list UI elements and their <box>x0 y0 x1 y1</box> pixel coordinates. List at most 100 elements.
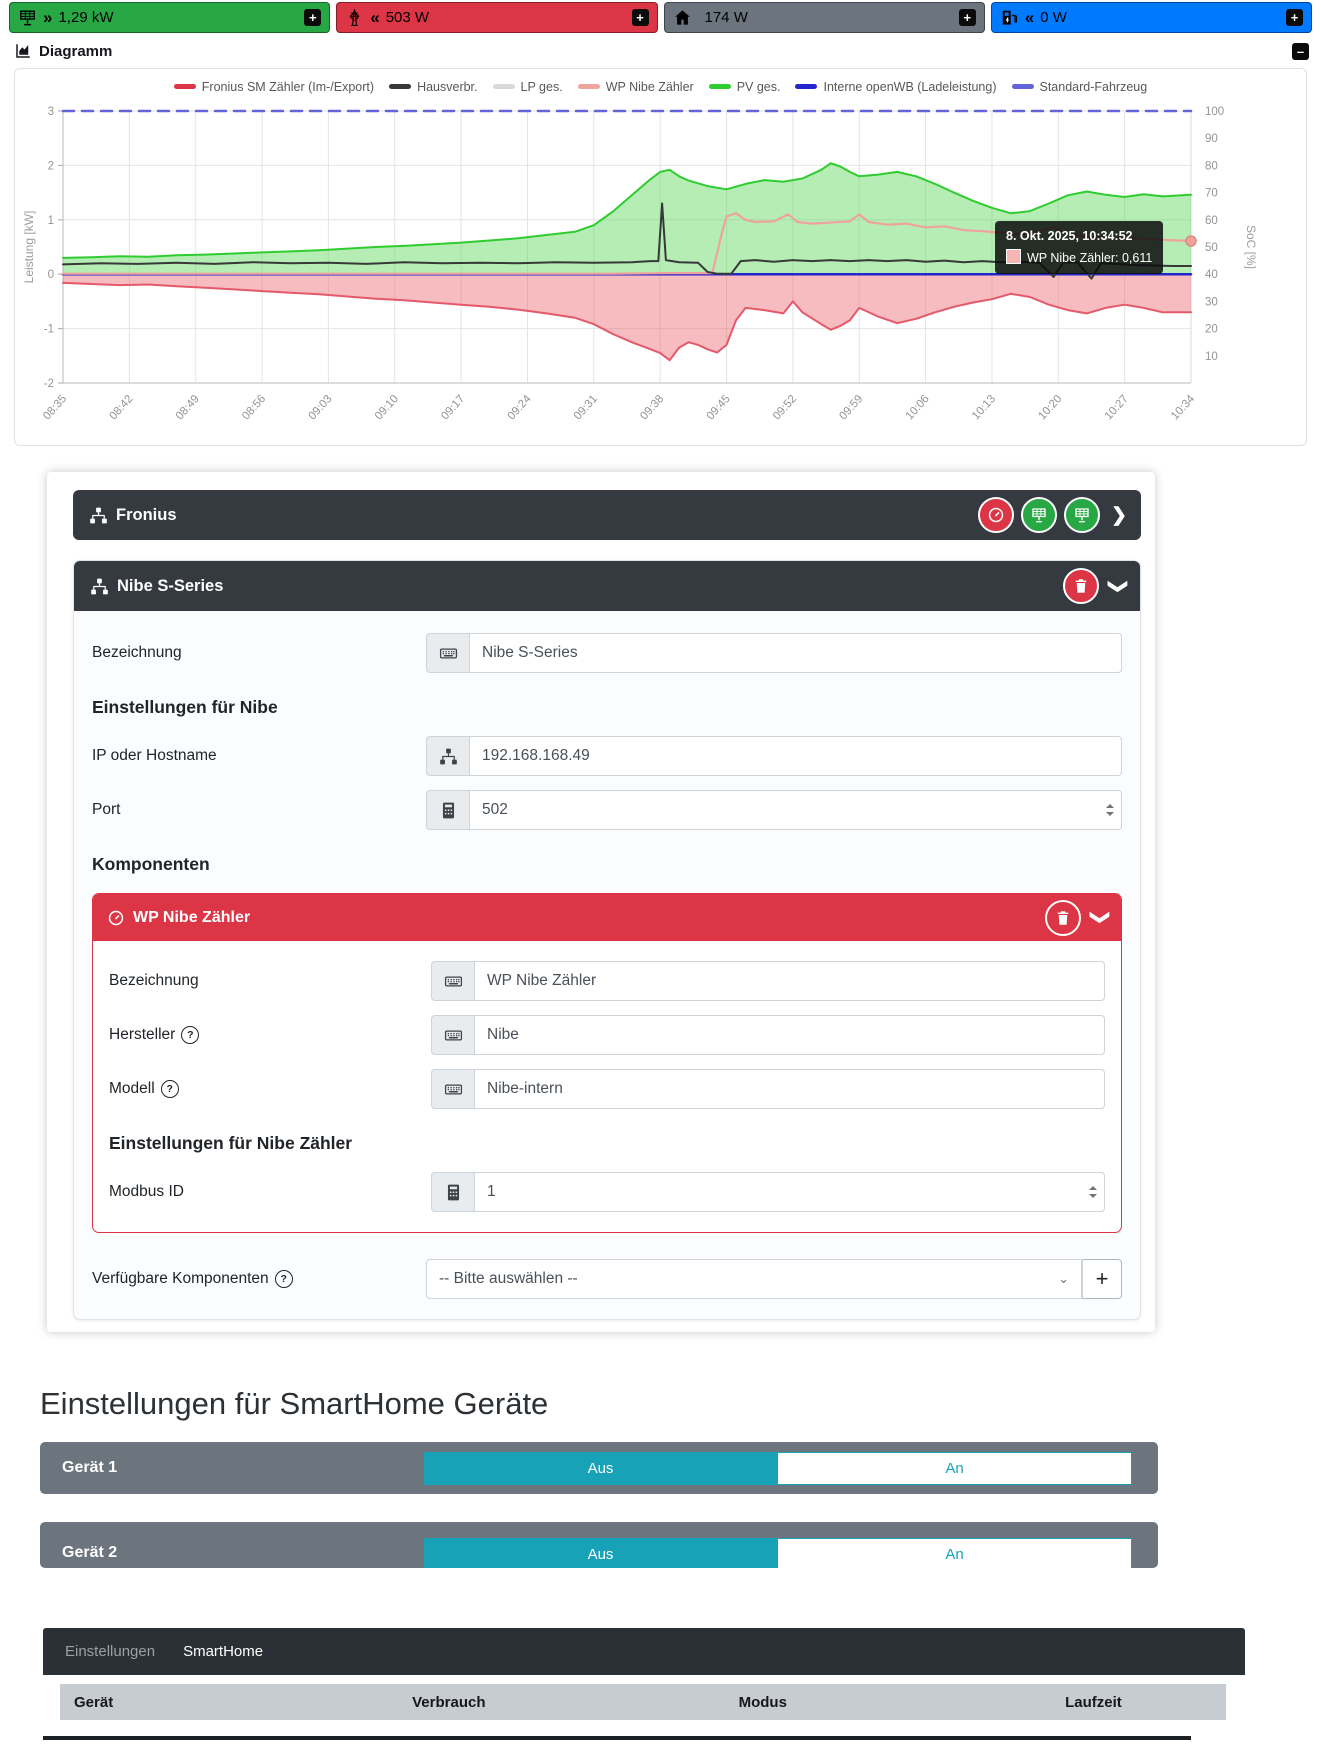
hersteller-input[interactable] <box>474 1015 1105 1055</box>
flow-arrows: » <box>43 7 53 27</box>
fronius-device-header[interactable]: Fronius ❯ <box>73 490 1141 540</box>
device-settings-card: Fronius ❯ Nibe S-Series ❯ <box>47 472 1155 1332</box>
toggle-on-button[interactable]: An <box>777 1538 1132 1568</box>
svg-text:09:03: 09:03 <box>306 393 334 422</box>
pv-power-box[interactable]: » 1,29 kW + <box>9 2 331 33</box>
select-value: -- Bitte auswählen -- <box>439 1270 578 1287</box>
keyboard-icon <box>431 1069 474 1109</box>
expand-button[interactable]: + <box>631 9 649 26</box>
help-icon[interactable]: ? <box>181 1026 200 1044</box>
delete-component-button[interactable] <box>1045 899 1082 936</box>
power-soc-chart: 08:35 08:42 08:49 08:56 09:03 09:10 09:17 09:24… <box>22 106 1258 423</box>
collapse-button[interactable]: – <box>1292 42 1309 60</box>
smarthome-heading: Einstellungen für SmartHome Geräte <box>40 1386 549 1421</box>
port-label: Port <box>92 801 121 818</box>
svg-text:30: 30 <box>1205 296 1218 308</box>
svg-text:3: 3 <box>48 106 54 118</box>
wp-nibe-component-card: WP Nibe Zähler ❯ Bezeichnung <box>92 893 1122 1233</box>
grid-tower-icon <box>345 8 364 27</box>
svg-text:09:10: 09:10 <box>373 393 401 422</box>
svg-text:70: 70 <box>1205 188 1218 200</box>
modbus-id-input[interactable] <box>474 1172 1105 1212</box>
add-component-button[interactable]: + <box>1082 1259 1122 1299</box>
tab-smarthome[interactable]: SmartHome <box>183 1643 264 1660</box>
component-name-input[interactable] <box>474 961 1105 1001</box>
ip-label: IP oder Hostname <box>92 747 217 764</box>
delete-device-button[interactable] <box>1063 568 1100 604</box>
modell-row: Modell? <box>109 1069 1105 1109</box>
nibe-device-header[interactable]: Nibe S-Series ❯ <box>74 561 1140 611</box>
help-icon[interactable]: ? <box>274 1270 293 1288</box>
nibe-device-card: Nibe S-Series ❯ Bezeichnung Einstellunge… <box>73 560 1141 1320</box>
svg-text:09:52: 09:52 <box>771 393 799 422</box>
svg-text:10: 10 <box>1205 351 1218 363</box>
expand-button[interactable]: + <box>304 9 322 26</box>
chevron-right-icon[interactable]: ❯ <box>1111 504 1127 526</box>
solar-panel-button[interactable] <box>1021 497 1058 533</box>
pv-power-value: 1,29 kW <box>58 9 114 26</box>
toggle-off-button[interactable]: Aus <box>424 1538 777 1568</box>
tab-einstellungen[interactable]: Einstellungen <box>65 1643 156 1660</box>
svg-text:60: 60 <box>1205 215 1218 227</box>
house-power-box[interactable]: 174 W + <box>663 2 985 33</box>
svg-text:08:42: 08:42 <box>107 393 135 422</box>
available-components-row: Verfügbare Komponenten? -- Bitte auswähl… <box>92 1259 1122 1299</box>
svg-text:90: 90 <box>1205 133 1218 145</box>
legend-item[interactable]: LP ges. <box>492 80 563 94</box>
svg-text:1: 1 <box>48 215 54 227</box>
solar-panel-button[interactable] <box>1064 497 1101 533</box>
toggle-on-button[interactable]: An <box>777 1452 1132 1485</box>
gauge-button[interactable] <box>978 497 1015 533</box>
toggle-off-button[interactable]: Aus <box>424 1452 777 1485</box>
legend-item[interactable]: Interne openWB (Ladeleistung) <box>795 80 997 94</box>
modbus-label: Modbus ID <box>109 1183 184 1200</box>
legend-item[interactable]: Standard-Fahrzeug <box>1011 80 1147 94</box>
svg-text:Leistung [kW]: Leistung [kW] <box>22 211 36 284</box>
legend-item[interactable]: Fronius SM Zähler (Im-/Export) <box>173 80 374 94</box>
legend-item[interactable]: WP Nibe Zähler <box>577 80 694 94</box>
modell-label: Modell <box>109 1080 155 1097</box>
legend-item[interactable]: Hausverbr. <box>389 80 478 94</box>
col-geraet: Gerät <box>74 1693 114 1711</box>
grid-power-box[interactable]: « 503 W + <box>336 2 658 33</box>
hersteller-row: Hersteller? <box>109 1015 1105 1055</box>
help-icon[interactable]: ? <box>160 1080 179 1098</box>
expand-button[interactable]: + <box>1286 9 1303 26</box>
component-header[interactable]: WP Nibe Zähler ❯ <box>93 894 1121 941</box>
available-components-select[interactable]: -- Bitte auswählen -- ⌄ <box>426 1259 1082 1299</box>
port-input[interactable] <box>469 790 1122 830</box>
port-row: Port <box>92 790 1122 830</box>
svg-text:10:20: 10:20 <box>1036 393 1064 422</box>
number-stepper[interactable] <box>1106 804 1114 816</box>
chevron-down-icon: ⌄ <box>1058 1271 1069 1286</box>
komponenten-heading: Komponenten <box>92 854 210 874</box>
keyboard-icon <box>431 1015 474 1055</box>
sitemap-icon <box>426 736 469 776</box>
nibe-settings-heading: Einstellungen für Nibe <box>92 697 278 717</box>
nibe-title: Nibe S-Series <box>117 576 224 595</box>
device-toggle: Aus An <box>424 1452 1132 1485</box>
svg-text:0: 0 <box>48 269 54 281</box>
ip-hostname-input[interactable] <box>469 736 1122 776</box>
svg-text:2: 2 <box>48 160 54 172</box>
device-name-input[interactable] <box>469 633 1122 673</box>
flow-arrows: « <box>370 7 380 27</box>
legend-item[interactable]: PV ges. <box>708 80 780 94</box>
svg-text:50: 50 <box>1205 242 1218 254</box>
grid-power-value: 503 W <box>385 9 430 26</box>
svg-text:10:27: 10:27 <box>1103 393 1131 422</box>
number-stepper[interactable] <box>1089 1186 1097 1198</box>
svg-text:09:24: 09:24 <box>506 393 535 423</box>
chevron-down-icon[interactable]: ❯ <box>1089 909 1111 926</box>
charge-power-box[interactable]: « 0 W + <box>990 2 1312 33</box>
expand-button[interactable]: + <box>958 9 976 26</box>
svg-text:-1: -1 <box>44 324 54 336</box>
svg-text:80: 80 <box>1205 160 1218 172</box>
component-bezeichnung-label: Bezeichnung <box>109 972 199 989</box>
chevron-down-icon[interactable]: ❯ <box>1107 578 1129 594</box>
smarthome-device-row: Gerät 1 Aus An <box>40 1442 1158 1494</box>
bottom-navbar: Einstellungen SmartHome <box>43 1628 1245 1675</box>
svg-text:10:06: 10:06 <box>904 393 932 422</box>
bezeichnung-label: Bezeichnung <box>92 644 182 661</box>
modell-input[interactable] <box>474 1069 1105 1109</box>
